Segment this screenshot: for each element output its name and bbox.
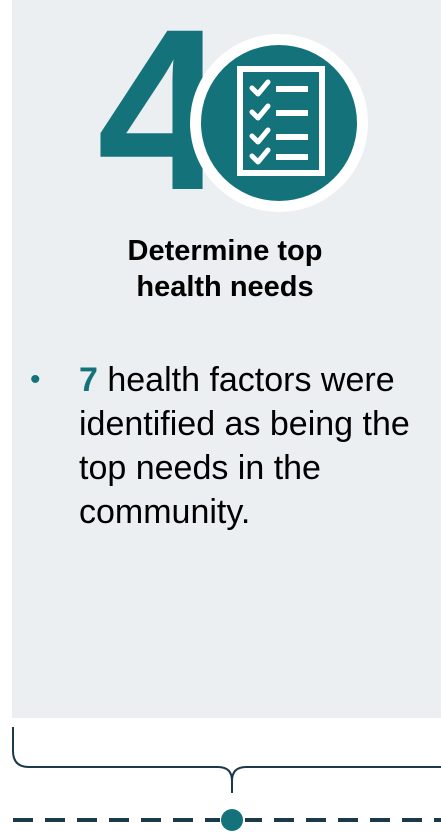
timeline (13, 809, 441, 831)
step-title-line-1: Determine top (127, 235, 323, 267)
bullet-marker: • (30, 363, 41, 396)
bullet-description: health factors were identified as being … (79, 361, 410, 531)
step-title: Determine top health needs (60, 233, 390, 305)
bullet-text: 7 health factors were identified as bein… (79, 358, 439, 534)
step-title-line-2: health needs (136, 271, 314, 303)
checklist-icon (237, 66, 325, 176)
bracket-connector (12, 727, 441, 793)
timeline-node (221, 809, 243, 831)
bullet-count: 7 (79, 361, 98, 399)
